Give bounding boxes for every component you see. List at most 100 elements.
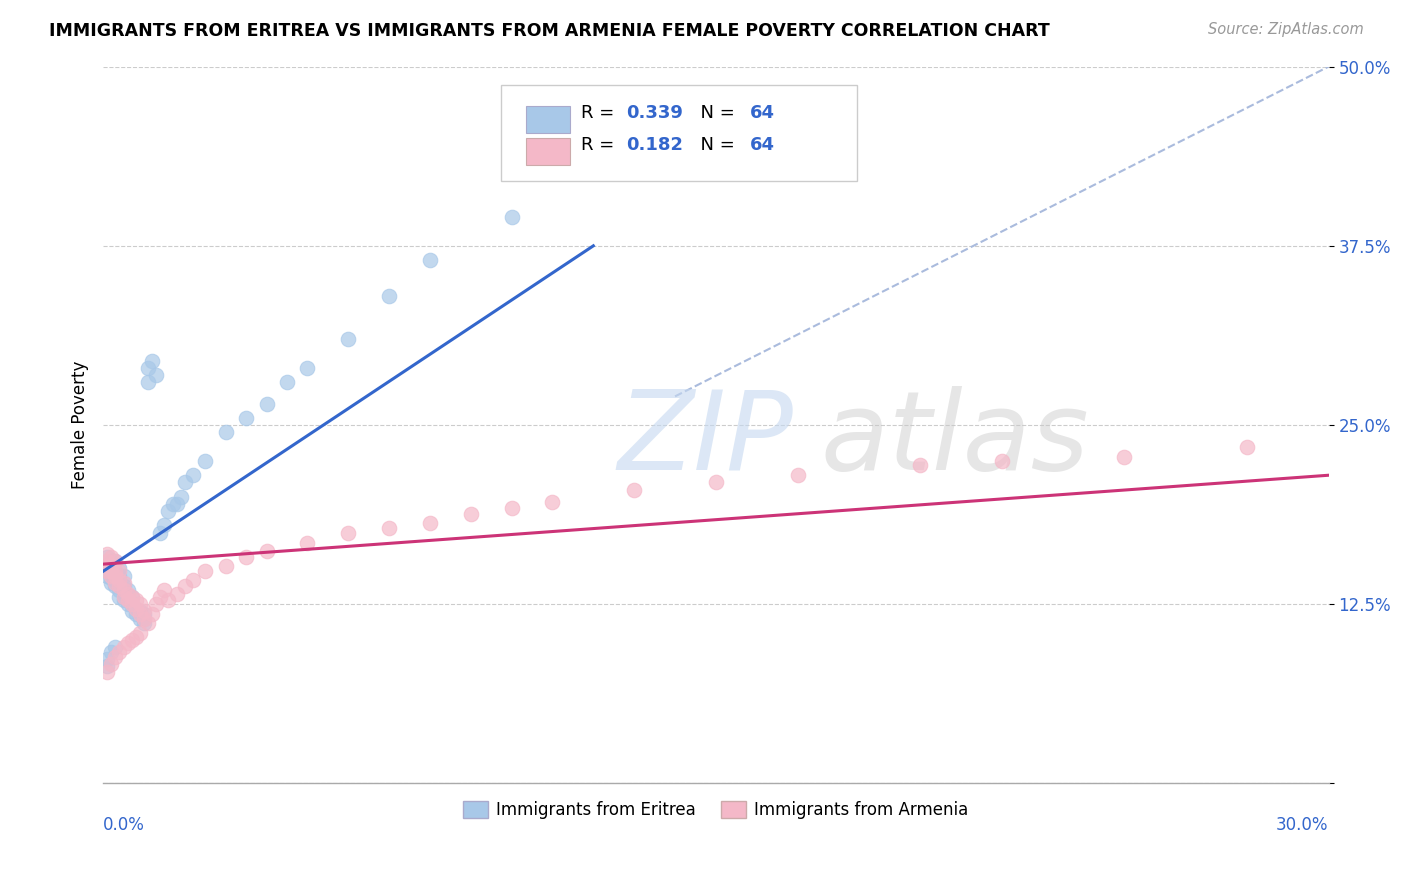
Point — [104, 573, 127, 587]
Text: ZIP: ZIP — [617, 386, 794, 493]
Point — [121, 633, 143, 648]
Point — [125, 601, 148, 615]
Text: 64: 64 — [751, 104, 775, 122]
Text: N =: N = — [689, 136, 741, 154]
Point — [104, 575, 127, 590]
Point — [337, 525, 360, 540]
Point — [136, 615, 159, 630]
Text: atlas: atlas — [820, 386, 1088, 493]
Point — [132, 607, 155, 622]
Point — [173, 475, 195, 490]
Point — [96, 558, 118, 573]
Point — [112, 590, 135, 604]
Point — [501, 501, 523, 516]
Point — [460, 507, 482, 521]
Point — [136, 375, 159, 389]
Point — [157, 504, 180, 518]
Point — [166, 587, 188, 601]
Point — [157, 593, 180, 607]
Point — [378, 521, 401, 535]
Point — [96, 568, 118, 582]
Point — [104, 568, 127, 582]
Legend: Immigrants from Eritrea, Immigrants from Armenia: Immigrants from Eritrea, Immigrants from… — [457, 794, 976, 825]
Point — [100, 564, 122, 578]
Point — [419, 516, 441, 530]
Point — [100, 644, 122, 658]
Point — [121, 597, 143, 611]
Point — [194, 454, 217, 468]
Point — [1114, 450, 1136, 464]
Point — [121, 597, 143, 611]
Point — [132, 612, 155, 626]
Point — [108, 582, 131, 597]
Point — [276, 375, 298, 389]
Point — [121, 590, 143, 604]
Point — [96, 564, 118, 578]
Point — [501, 210, 523, 224]
Point — [104, 564, 127, 578]
Point — [104, 650, 127, 665]
Text: R =: R = — [581, 136, 620, 154]
Point — [256, 544, 278, 558]
Point — [108, 561, 131, 575]
Y-axis label: Female Poverty: Female Poverty — [72, 361, 89, 489]
Point — [786, 468, 808, 483]
Point — [128, 607, 150, 622]
Point — [100, 568, 122, 582]
Point — [117, 587, 139, 601]
Point — [100, 554, 122, 568]
Point — [162, 497, 184, 511]
Point — [104, 564, 127, 578]
Point — [149, 590, 172, 604]
Point — [132, 615, 155, 630]
Point — [125, 630, 148, 644]
Point — [100, 657, 122, 672]
Point — [112, 587, 135, 601]
FancyBboxPatch shape — [526, 138, 569, 165]
Point — [704, 153, 727, 167]
Point — [623, 483, 645, 497]
Point — [704, 475, 727, 490]
Point — [117, 597, 139, 611]
Point — [215, 558, 238, 573]
Point — [108, 573, 131, 587]
Point — [108, 644, 131, 658]
Text: N =: N = — [689, 104, 741, 122]
Point — [991, 454, 1014, 468]
Text: IMMIGRANTS FROM ERITREA VS IMMIGRANTS FROM ARMENIA FEMALE POVERTY CORRELATION CH: IMMIGRANTS FROM ERITREA VS IMMIGRANTS FR… — [49, 22, 1050, 40]
Point — [128, 626, 150, 640]
Point — [173, 579, 195, 593]
Text: R =: R = — [581, 104, 620, 122]
Point — [121, 604, 143, 618]
Point — [141, 353, 163, 368]
Point — [96, 665, 118, 679]
Point — [128, 597, 150, 611]
Point — [104, 579, 127, 593]
Point — [128, 604, 150, 618]
Point — [235, 549, 257, 564]
Point — [100, 561, 122, 575]
Point — [100, 575, 122, 590]
Point — [112, 575, 135, 590]
Point — [112, 593, 135, 607]
Point — [297, 360, 319, 375]
Point — [108, 579, 131, 593]
Point — [108, 575, 131, 590]
Point — [166, 497, 188, 511]
Point — [297, 535, 319, 549]
Point — [108, 590, 131, 604]
Point — [121, 590, 143, 604]
Point — [132, 612, 155, 626]
Point — [125, 601, 148, 615]
Point — [108, 564, 131, 578]
Point — [104, 640, 127, 655]
Point — [145, 597, 167, 611]
Point — [235, 410, 257, 425]
Point — [96, 558, 118, 573]
Point — [125, 593, 148, 607]
Point — [100, 571, 122, 585]
Point — [100, 549, 122, 564]
Point — [908, 458, 931, 473]
Point — [117, 636, 139, 650]
Point — [117, 593, 139, 607]
